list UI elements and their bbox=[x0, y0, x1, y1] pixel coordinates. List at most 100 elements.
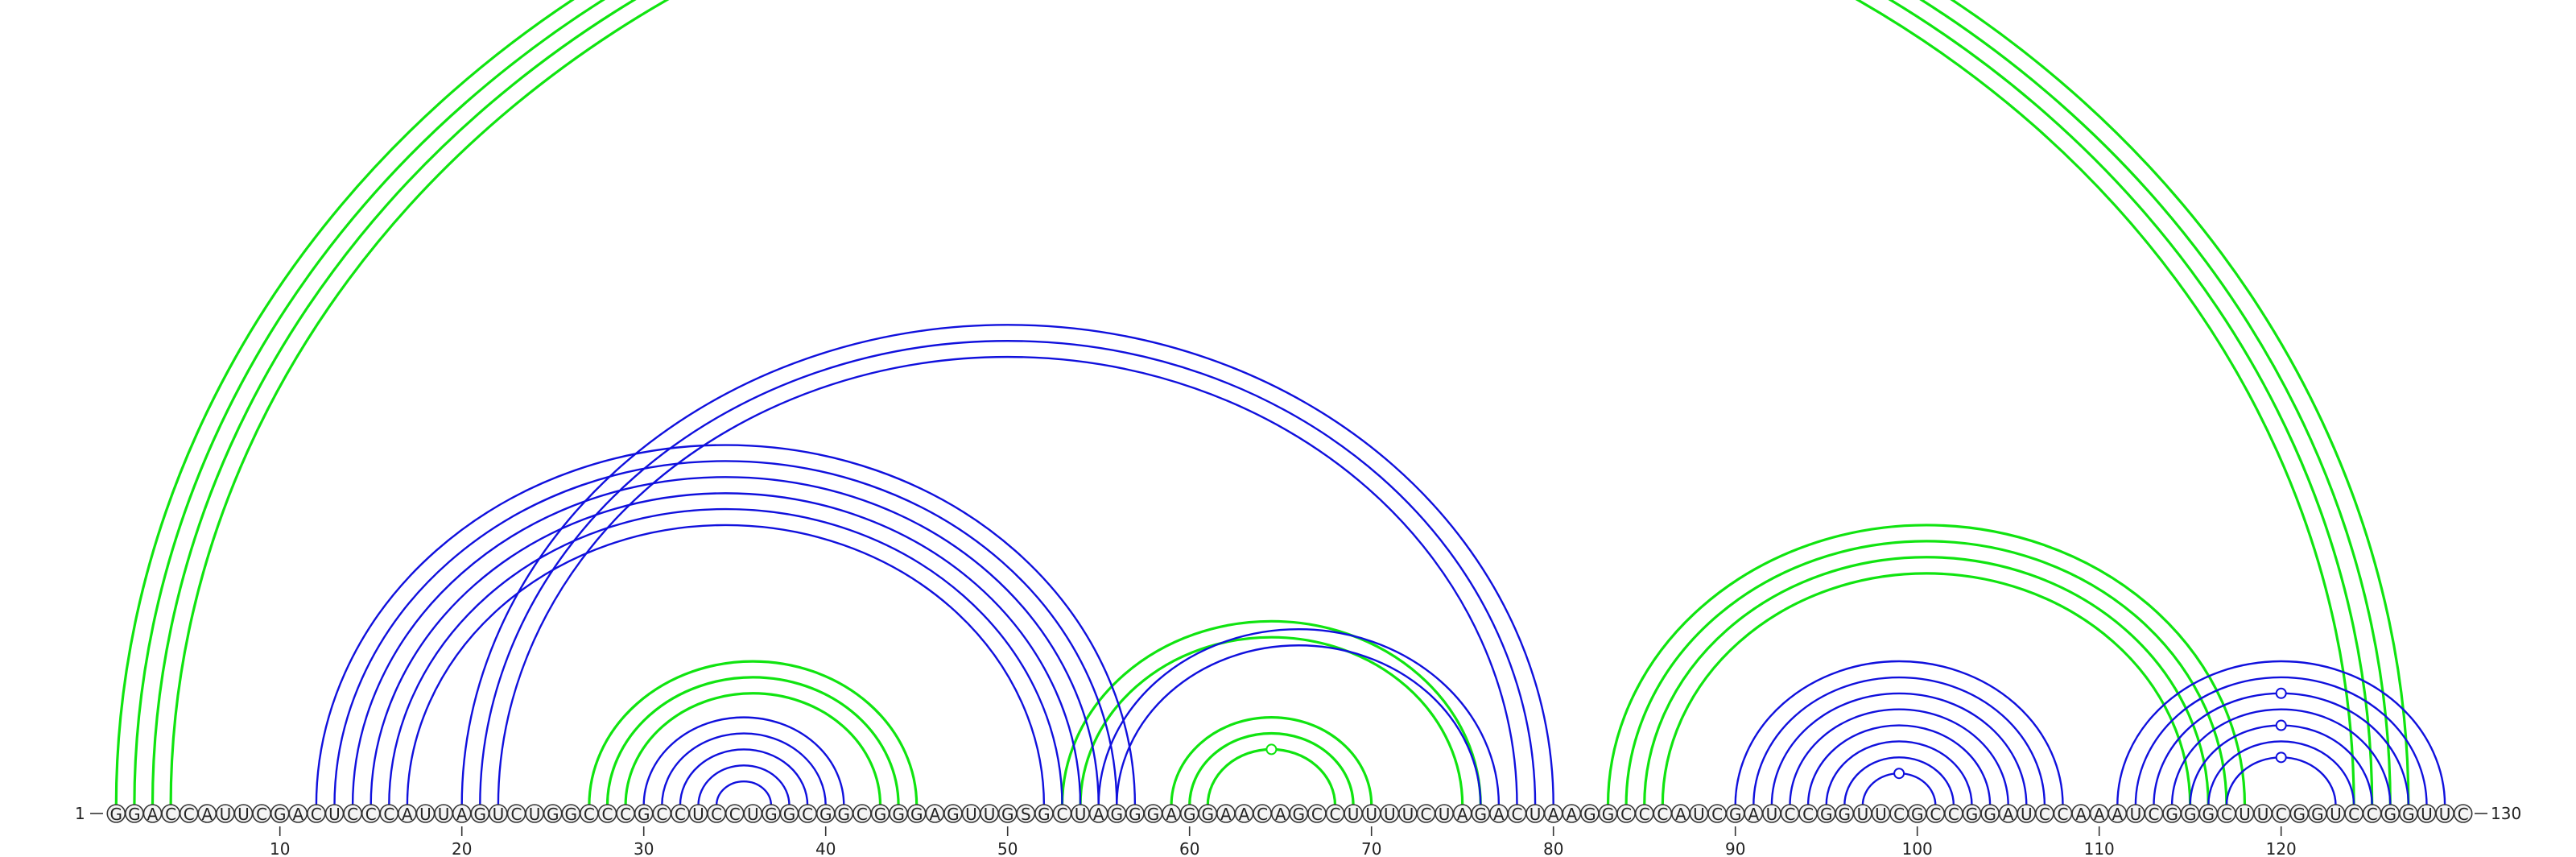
arcs-layer bbox=[114, 0, 2446, 806]
inner-base-pair-arc-30-41 bbox=[642, 716, 845, 806]
nucleotide-letter: A bbox=[402, 805, 413, 824]
nucleotide-circle bbox=[2453, 804, 2473, 823]
tick-label-20: 20 bbox=[452, 839, 472, 857]
nucleotide-letter: G bbox=[819, 805, 832, 824]
nucleotide-letter: U bbox=[2330, 805, 2342, 824]
nucleotide-31: C bbox=[652, 804, 672, 824]
nucleotide-letter: U bbox=[1348, 805, 1360, 824]
tick-label-70: 70 bbox=[1361, 839, 1381, 857]
nucleotide-48: U bbox=[961, 804, 981, 824]
nucleotide-36: U bbox=[743, 804, 763, 824]
nucleotide-letter: C bbox=[511, 805, 522, 824]
nucleotide-86: C bbox=[1653, 804, 1673, 824]
inner-arc-apex-marker-115-125 bbox=[2275, 719, 2287, 731]
nucleotide-letter: C bbox=[2039, 805, 2050, 824]
nucleotide-102: C bbox=[1944, 804, 1963, 824]
nucleotide-39: C bbox=[798, 804, 817, 824]
nucleotide-letter: C bbox=[602, 805, 613, 824]
nucleotide-98: U bbox=[1871, 804, 1891, 824]
nucleotide-letter: C bbox=[711, 805, 722, 824]
nucleotide-110: A bbox=[2089, 804, 2109, 824]
nucleotide-3: A bbox=[142, 804, 163, 824]
inner-base-pair-arc-56-76 bbox=[1116, 644, 1482, 806]
nucleotide-letter: C bbox=[311, 805, 322, 824]
nucleotide-letter: G bbox=[1183, 805, 1196, 824]
nucleotide-letter: A bbox=[1220, 805, 1232, 824]
nucleotide-letter: U bbox=[692, 805, 704, 824]
nucleotide-130: C bbox=[2453, 804, 2473, 824]
inner-base-pair-arc-12-57 bbox=[315, 444, 1137, 806]
nucleotide-letter: G bbox=[274, 805, 287, 824]
inner-base-pair-arc-95-103 bbox=[1825, 740, 1973, 806]
nucleotide-129: U bbox=[2435, 804, 2454, 824]
start-position-label: 1 bbox=[75, 804, 85, 823]
nucleotide-letter: C bbox=[1421, 805, 1432, 824]
nucleotide-32: C bbox=[671, 804, 690, 824]
nucleotide-127: G bbox=[2399, 804, 2418, 824]
nucleotide-74: U bbox=[1435, 804, 1454, 824]
nucleotide-14: C bbox=[343, 804, 362, 824]
nucleotide-10: G bbox=[270, 804, 290, 824]
nucleotide-letter: G bbox=[1911, 805, 1924, 824]
nucleotide-letter: G bbox=[892, 805, 905, 824]
nucleotide-letter: U bbox=[328, 805, 341, 824]
nucleotide-letter: G bbox=[1001, 805, 1014, 824]
outer-base-pair-arc-29-43 bbox=[624, 692, 882, 806]
nucleotide-letter: G bbox=[638, 805, 650, 824]
nucleotide-letter: C bbox=[165, 805, 176, 824]
nucleotide-letter: C bbox=[1257, 805, 1268, 824]
inner-base-pair-arc-116-124 bbox=[2207, 740, 2355, 806]
position-ticks: 10 20 30 40 50 60 70 80 90 100 110 120 bbox=[270, 826, 2297, 857]
outer-base-pair-arc-1-127 bbox=[114, 0, 2410, 806]
nucleotide-44: G bbox=[889, 804, 908, 824]
nucleotide-letter: G bbox=[1147, 805, 1160, 824]
inner-base-pair-arc-96-102 bbox=[1843, 756, 1955, 806]
outer-base-pair-arc-84-117 bbox=[1624, 540, 2228, 806]
nucleotide-letter: C bbox=[1512, 805, 1523, 824]
nucleotide-30: G bbox=[634, 804, 654, 824]
nucleotide-40: G bbox=[815, 804, 836, 824]
nucleotide-1: G bbox=[106, 804, 126, 824]
nucleotide-72: U bbox=[1398, 804, 1418, 824]
nucleotide-letter: U bbox=[1384, 805, 1396, 824]
tick-label-50: 50 bbox=[997, 839, 1018, 857]
nucleotide-letter: C bbox=[2221, 805, 2232, 824]
nucleotide-124: C bbox=[2344, 804, 2363, 824]
nucleotide-letter: G bbox=[1129, 805, 1141, 824]
nucleotide-letter: U bbox=[1766, 805, 1778, 824]
nucleotide-letter: G bbox=[1984, 805, 1996, 824]
nucleotide-letter: A bbox=[1166, 805, 1177, 824]
nucleotide-96: G bbox=[1835, 804, 1855, 824]
nucleotide-57: G bbox=[1125, 804, 1145, 824]
nucleotide-letter: U bbox=[984, 805, 996, 824]
nucleotide-5: C bbox=[179, 804, 199, 824]
nucleotide-letter: G bbox=[1839, 805, 1852, 824]
nucleotide-letter: G bbox=[1820, 805, 1833, 824]
nucleotide-letter: G bbox=[1293, 805, 1306, 824]
nucleotide-letter: A bbox=[292, 805, 303, 824]
nucleotide-108: C bbox=[2053, 804, 2073, 824]
nucleotide-letter: G bbox=[765, 805, 778, 824]
nucleotide-24: U bbox=[525, 804, 544, 824]
inner-base-pair-arc-14-55 bbox=[351, 476, 1100, 806]
nucleotide-letter: U bbox=[2021, 805, 2033, 824]
nucleotide-92: U bbox=[1762, 804, 1781, 824]
nucleotide-letter: G bbox=[2311, 805, 2324, 824]
tick-label-40: 40 bbox=[815, 839, 836, 857]
nucleotide-letter: C bbox=[1657, 805, 1668, 824]
nucleotide-88: U bbox=[1689, 804, 1709, 824]
inner-base-pair-arc-15-54 bbox=[369, 491, 1082, 806]
nucleotide-letter: G bbox=[1202, 805, 1215, 824]
nucleotide-letter: C bbox=[2367, 805, 2378, 824]
nucleotide-letter: G bbox=[1038, 805, 1051, 824]
nucleotide-120: C bbox=[2271, 804, 2291, 824]
nucleotide-51: S bbox=[1016, 804, 1036, 824]
nucleotide-69: U bbox=[1344, 804, 1363, 824]
nucleotide-letter: U bbox=[493, 805, 505, 824]
nucleotide-19: U bbox=[434, 804, 453, 824]
nucleotide-letter: C bbox=[584, 805, 595, 824]
inner-base-pair-arc-94-104 bbox=[1806, 724, 1992, 806]
nucleotide-115: G bbox=[2180, 804, 2200, 824]
nucleotide-23: C bbox=[506, 804, 526, 824]
